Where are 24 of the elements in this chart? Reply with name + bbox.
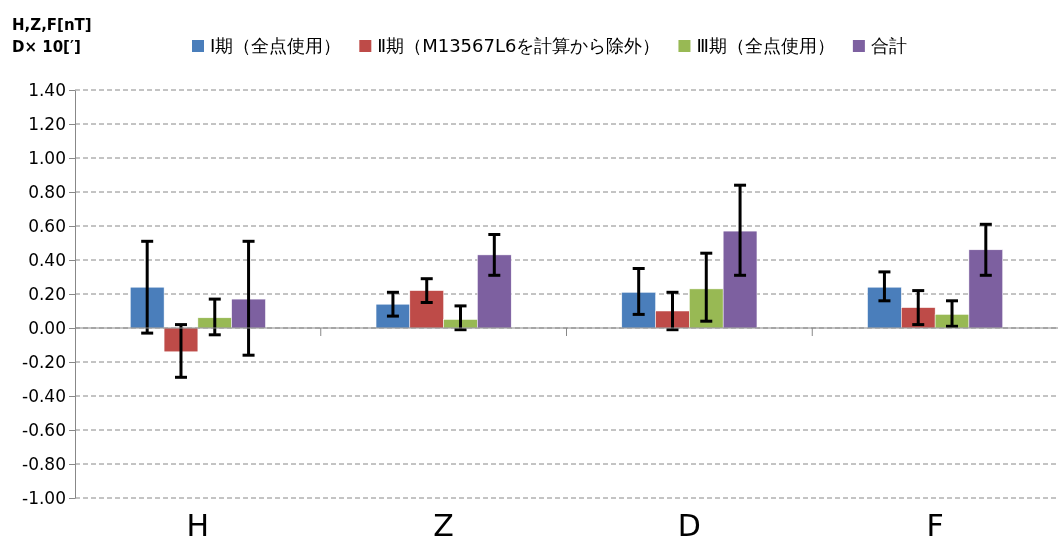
y-tick-label: 1.40: [28, 79, 66, 100]
x-tick-label: H: [186, 508, 210, 543]
y-tick-label: 0.80: [28, 181, 66, 202]
legend-label: Ⅰ期（全点使用）: [210, 35, 342, 56]
legend-label: Ⅱ期（M13567L6を計算から除外）: [377, 35, 661, 56]
bar: [130, 286, 165, 329]
y-tick-label: 0.40: [28, 249, 66, 270]
bar: [163, 327, 199, 353]
y-tick-label: -0.60: [22, 419, 66, 440]
x-tick-label: D: [677, 508, 701, 543]
y-axis-title: H,Z,F[nT] D× 10[′]: [12, 16, 92, 56]
y-tick-label: -0.40: [22, 385, 66, 406]
y-tick-label: 0.00: [28, 317, 66, 338]
legend-label: Ⅲ期（全点使用）: [696, 35, 835, 56]
y-tick-label: -0.80: [22, 453, 66, 474]
y-tick-label: 1.00: [28, 147, 66, 168]
legend-label: 合計: [870, 35, 907, 56]
x-tick-label: F: [926, 508, 944, 543]
y-tick-label: 1.20: [28, 113, 66, 134]
x-tick-label: Z: [433, 508, 454, 543]
y-tick-label: 0.20: [28, 283, 66, 304]
y-tick-label: 0.60: [28, 215, 66, 236]
y-tick-label: -0.20: [22, 351, 66, 372]
y-tick-label: -1.00: [22, 487, 66, 508]
